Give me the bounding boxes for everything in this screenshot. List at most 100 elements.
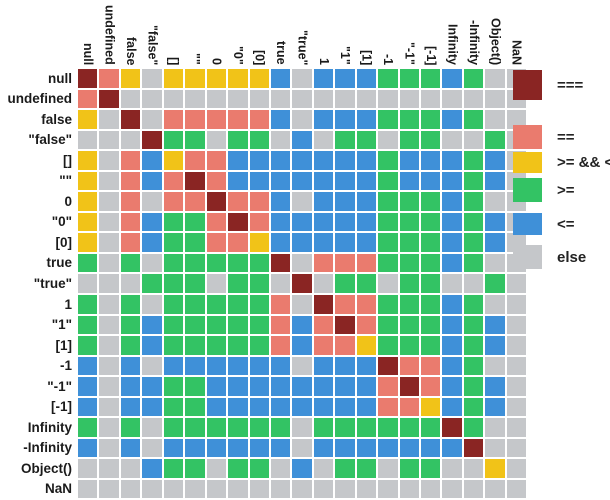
matrix-cell <box>162 129 185 151</box>
matrix-cell <box>441 68 463 89</box>
matrix-cell <box>77 191 99 212</box>
matrix-cell <box>227 170 249 192</box>
matrix-cell <box>355 211 378 233</box>
matrix-cell <box>184 294 206 315</box>
matrix-cell <box>162 211 185 233</box>
matrix-cell <box>141 437 163 459</box>
matrix-cell <box>505 437 528 459</box>
matrix-cell <box>77 437 99 459</box>
col-header: Object() <box>488 17 503 65</box>
matrix-cell <box>119 294 142 315</box>
row-label: -Infinity <box>23 440 72 456</box>
matrix-cell <box>377 396 399 418</box>
matrix-cell <box>162 314 185 336</box>
matrix-cell <box>377 150 399 171</box>
matrix-cell <box>398 417 420 438</box>
matrix-cell <box>248 109 270 130</box>
matrix-cell <box>119 314 142 336</box>
matrix-cell <box>355 417 378 438</box>
matrix-cell <box>98 417 120 438</box>
matrix-cell <box>227 211 249 233</box>
col-header: undefined <box>102 5 117 65</box>
matrix-cell <box>420 376 442 397</box>
matrix-cell <box>355 232 378 253</box>
matrix-cell <box>312 294 335 315</box>
matrix-cell <box>227 191 249 212</box>
matrix-cell <box>205 68 228 89</box>
matrix-cell <box>420 314 442 336</box>
matrix-cell <box>441 478 463 500</box>
matrix-cell <box>377 211 399 233</box>
matrix-cell <box>248 478 270 500</box>
matrix-cell <box>312 314 335 336</box>
matrix-cell <box>227 252 249 274</box>
matrix-cell <box>248 273 270 295</box>
matrix-cell <box>291 437 313 459</box>
matrix-cell <box>291 294 313 315</box>
matrix-cell <box>462 335 485 356</box>
matrix-cell <box>291 478 313 500</box>
matrix-cell <box>227 458 249 479</box>
matrix-cell <box>227 68 249 89</box>
matrix-cell <box>420 294 442 315</box>
matrix-cell <box>291 191 313 212</box>
matrix-cell <box>205 150 228 171</box>
matrix-cell <box>119 68 142 89</box>
matrix-cell <box>377 458 399 479</box>
matrix-cell <box>484 170 506 192</box>
matrix-cell <box>334 68 356 89</box>
matrix-cell <box>205 294 228 315</box>
matrix-cell <box>141 355 163 377</box>
matrix-cell <box>227 376 249 397</box>
matrix-cell <box>98 273 120 295</box>
legend-label: else <box>557 248 587 266</box>
matrix-cell <box>119 211 142 233</box>
matrix-cell <box>398 88 420 110</box>
matrix-cell <box>98 150 120 171</box>
row-label: NaN <box>44 481 72 497</box>
matrix-cell <box>355 376 378 397</box>
matrix-cell <box>420 396 442 418</box>
matrix-cell <box>355 170 378 192</box>
matrix-cell <box>484 437 506 459</box>
matrix-cell <box>205 437 228 459</box>
matrix-cell <box>398 294 420 315</box>
matrix-cell <box>77 129 99 151</box>
matrix-cell <box>462 109 485 130</box>
matrix-cell <box>162 252 185 274</box>
matrix-cell <box>312 417 335 438</box>
matrix-cell <box>334 478 356 500</box>
matrix-cell <box>77 252 99 274</box>
matrix-cell <box>269 129 292 151</box>
matrix-cell <box>334 314 356 336</box>
matrix-cell <box>205 355 228 377</box>
matrix-cell <box>162 294 185 315</box>
matrix-cell <box>334 170 356 192</box>
matrix-cell <box>462 458 485 479</box>
matrix-cell <box>462 170 485 192</box>
matrix-cell <box>205 314 228 336</box>
matrix-cell <box>420 417 442 438</box>
matrix-cell <box>484 396 506 418</box>
matrix-cell <box>334 335 356 356</box>
matrix-cell <box>462 191 485 212</box>
matrix-cell <box>398 437 420 459</box>
matrix-cell <box>398 396 420 418</box>
matrix-cell <box>141 150 163 171</box>
matrix-cell <box>248 335 270 356</box>
matrix-cell <box>355 396 378 418</box>
matrix-cell <box>184 396 206 418</box>
matrix-cell <box>398 355 420 377</box>
matrix-cell <box>77 273 99 295</box>
matrix-cell <box>355 314 378 336</box>
matrix-cell <box>420 129 442 151</box>
matrix-cell <box>141 232 163 253</box>
matrix-cell <box>98 129 120 151</box>
col-header: false <box>123 36 138 66</box>
matrix-cell <box>227 417 249 438</box>
matrix-cell <box>334 396 356 418</box>
matrix-cell <box>312 273 335 295</box>
row-label: "false" <box>28 132 72 148</box>
legend-swatch <box>513 152 542 173</box>
matrix-cell <box>205 211 228 233</box>
